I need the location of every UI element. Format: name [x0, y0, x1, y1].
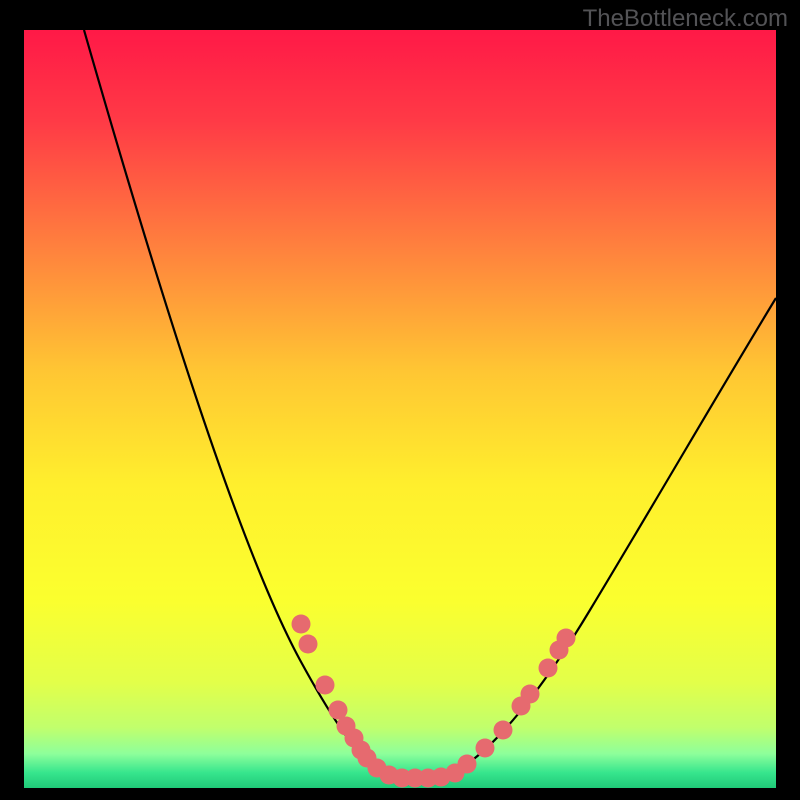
- curve-marker: [557, 629, 576, 648]
- curve-marker: [458, 755, 477, 774]
- curve-marker: [299, 635, 318, 654]
- curve-marker: [494, 721, 513, 740]
- curve-marker: [521, 685, 540, 704]
- curve-marker: [292, 615, 311, 634]
- curve-marker: [316, 676, 335, 695]
- gradient-background: [24, 30, 776, 788]
- bottleneck-chart: [0, 0, 800, 800]
- curve-marker: [539, 659, 558, 678]
- curve-marker: [476, 739, 495, 758]
- chart-stage: TheBottleneck.com: [0, 0, 800, 800]
